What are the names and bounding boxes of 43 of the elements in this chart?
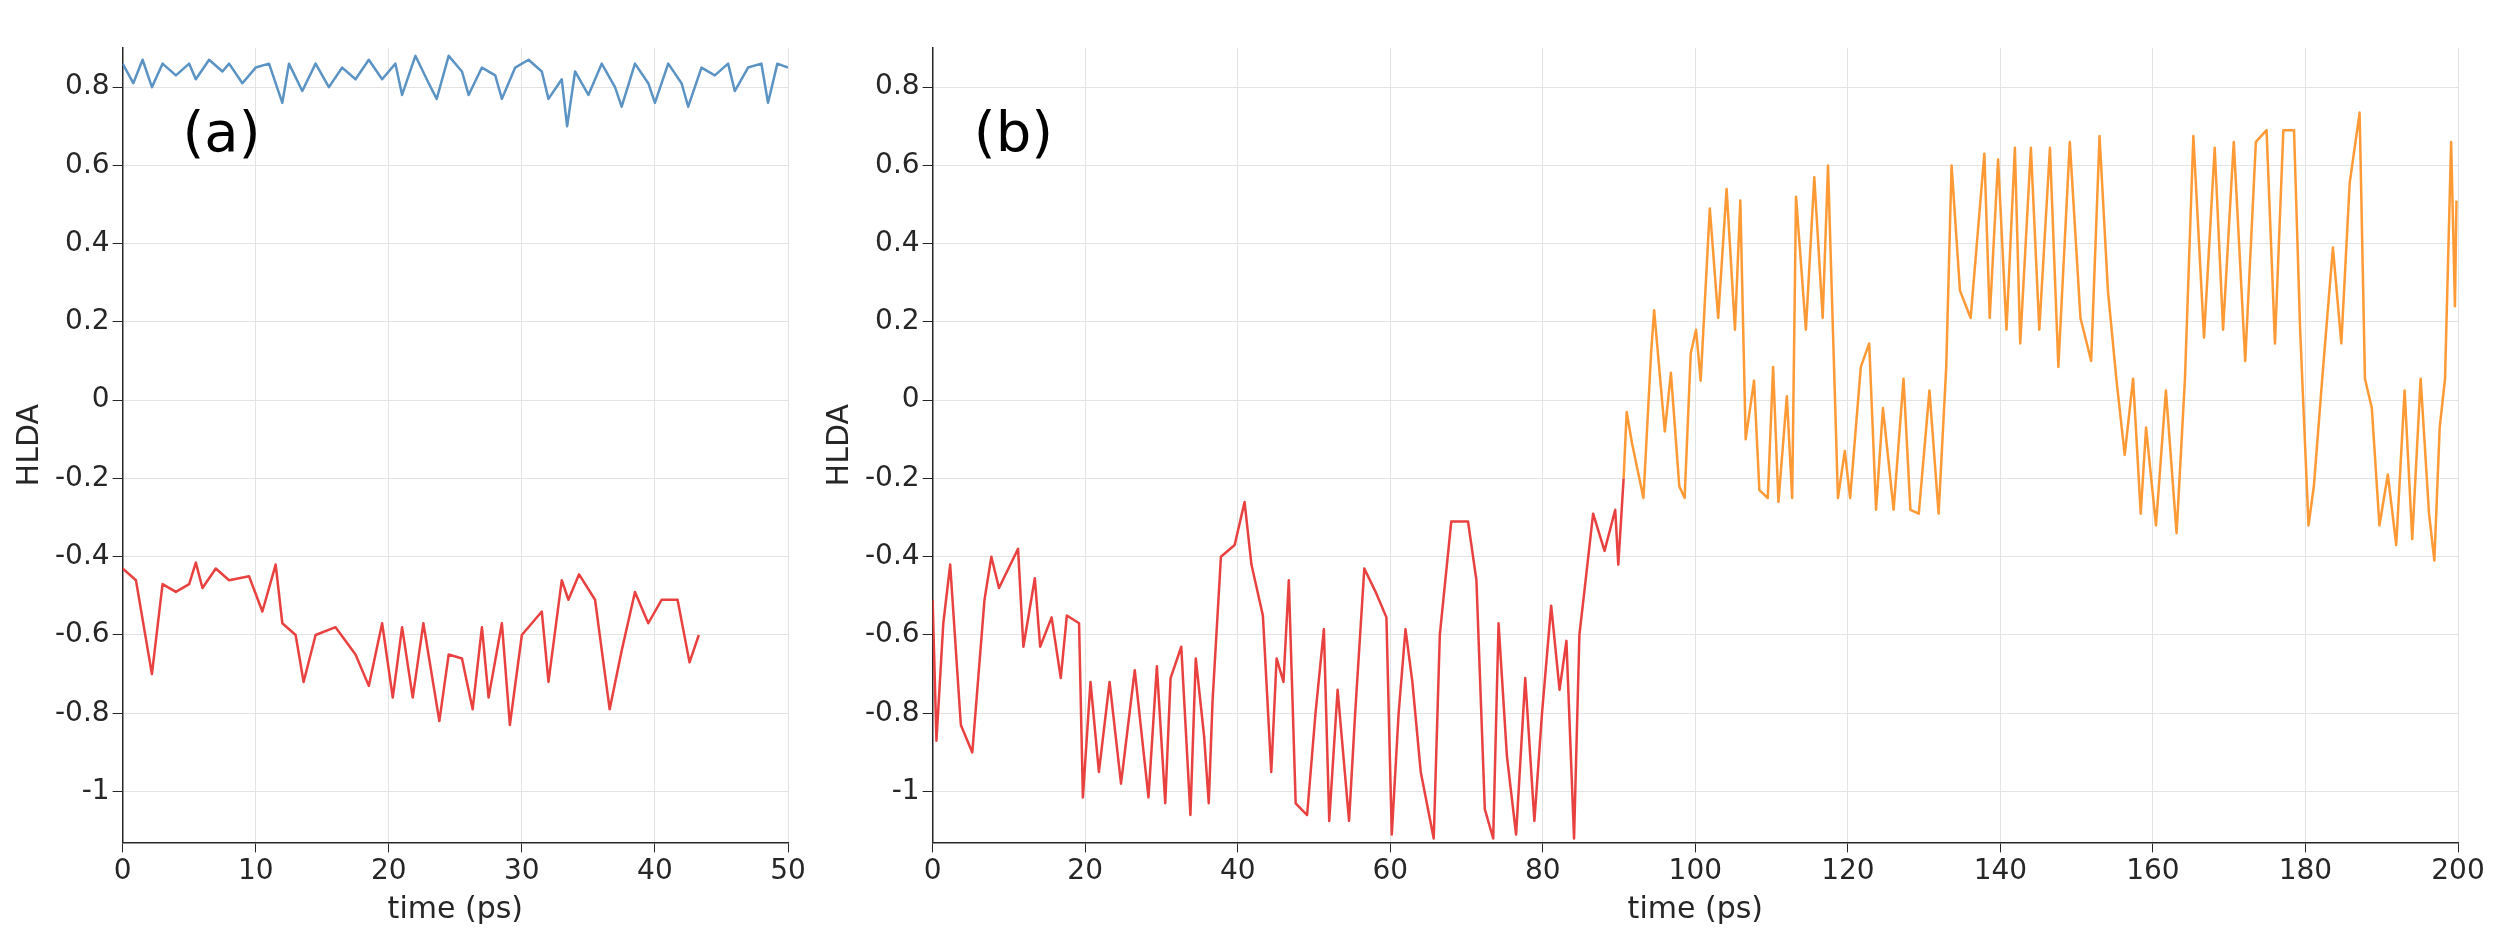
x-tick-label: 80	[1524, 853, 1561, 887]
y-tick-label: 0.6	[875, 146, 920, 180]
x-tick-label: 100	[1668, 853, 1723, 887]
x-tick-label: 30	[504, 853, 540, 887]
x-tick-label: 0	[113, 853, 132, 887]
x-tick-label: 0	[923, 853, 942, 887]
x-tick-label: 180	[2278, 853, 2333, 887]
y-tick-label: 0	[91, 381, 110, 415]
y-tick-label: -0.4	[54, 538, 110, 572]
x-tick-label: 40	[637, 853, 673, 887]
y-tick-label: 0	[901, 381, 920, 415]
x-tick-label: 60	[1372, 853, 1409, 887]
x-tick-label: 50	[770, 853, 806, 887]
y-tick-label: -0.6	[54, 616, 110, 650]
y-tick-label: -0.8	[54, 694, 110, 728]
y-tick-label: -0.8	[864, 694, 920, 728]
y-tick-label: -0.4	[864, 538, 920, 572]
y-axis-title: HLDA	[819, 403, 855, 487]
y-tick-label: -0.6	[864, 616, 920, 650]
y-tick-label: 0.2	[65, 303, 110, 337]
x-tick-label: 20	[1067, 853, 1103, 887]
annotation: (b)	[973, 98, 1054, 164]
y-tick-label: -1	[891, 772, 920, 806]
x-tick-label: 200	[2431, 853, 2485, 887]
x-tick-label: 10	[237, 853, 274, 887]
y-tick-label: 0.2	[875, 303, 920, 337]
x-tick-label: 140	[1973, 853, 2028, 887]
x-axis-title: time (ps)	[387, 889, 524, 925]
x-tick-label: 40	[1219, 853, 1256, 887]
y-tick-label: -0.2	[864, 459, 920, 493]
y-tick-label: 0.8	[65, 68, 110, 102]
y-tick-label: 0.4	[875, 224, 920, 258]
y-axis-title: HLDA	[9, 403, 45, 487]
y-tick-label: -0.2	[54, 459, 110, 493]
y-tick-label: 0.8	[875, 68, 920, 102]
annotation: (a)	[182, 98, 261, 164]
y-tick-label: 0.4	[65, 224, 110, 258]
x-tick-label: 120	[1821, 853, 1875, 887]
y-tick-label: 0.6	[65, 146, 110, 180]
x-tick-label: 160	[2126, 853, 2180, 887]
x-tick-label: 20	[370, 853, 407, 887]
y-tick-label: -1	[81, 772, 110, 806]
x-axis-title: time (ps)	[1627, 889, 1764, 925]
